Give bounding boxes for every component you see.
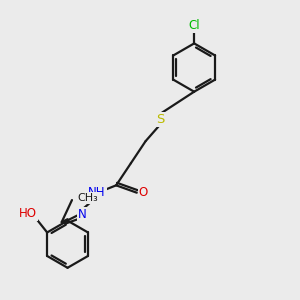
Text: Cl: Cl <box>188 19 200 32</box>
Text: S: S <box>156 112 164 126</box>
Text: NH: NH <box>88 186 106 199</box>
Text: N: N <box>78 208 87 221</box>
Text: HO: HO <box>19 207 37 220</box>
Text: CH₃: CH₃ <box>77 193 98 203</box>
Text: O: O <box>139 186 148 199</box>
